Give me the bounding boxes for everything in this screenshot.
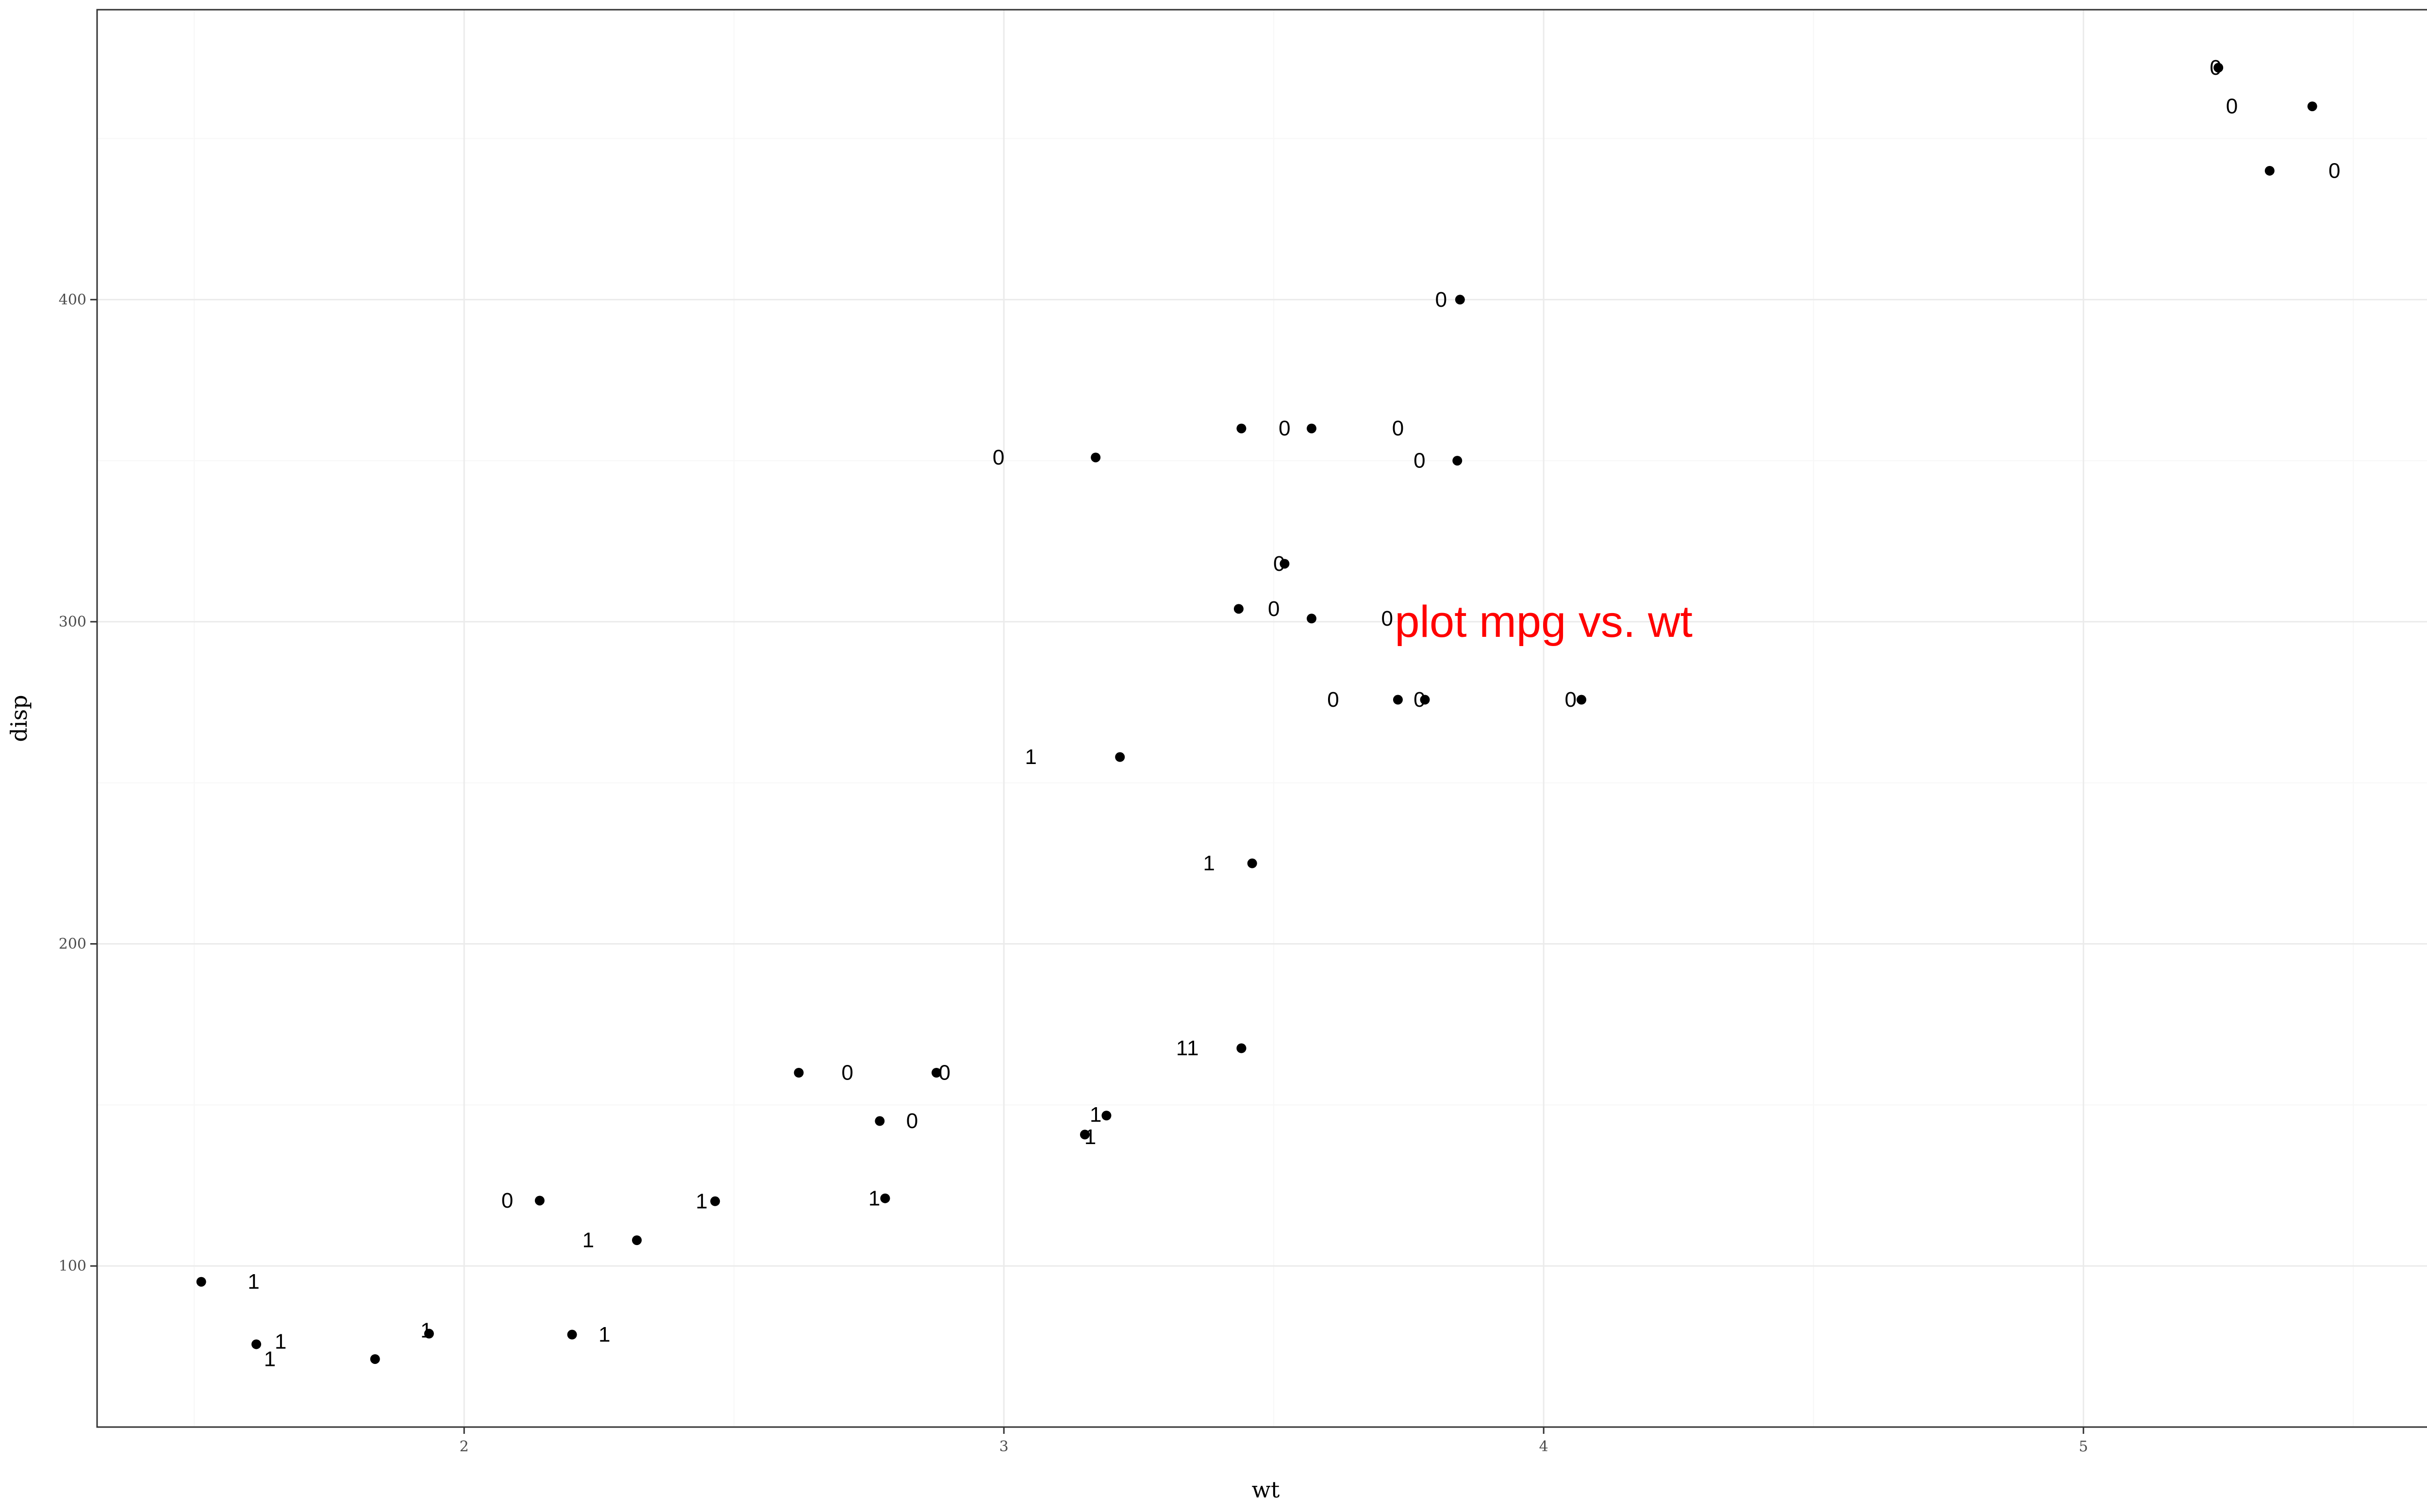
point-label: 0 (2328, 159, 2340, 183)
x-tick-label: 4 (1539, 1438, 1548, 1455)
y-tick-label: 400 (59, 291, 86, 308)
data-point (794, 1068, 804, 1078)
data-point (2264, 166, 2275, 176)
point-label: 0 (841, 1061, 853, 1085)
x-axis: 2 3 4 5 (460, 1427, 2088, 1455)
data-point (1307, 614, 1317, 624)
point-label: 0 (1273, 552, 1285, 576)
point-label: 1 (696, 1189, 707, 1213)
point-label: 0 (939, 1061, 950, 1085)
data-point (1115, 752, 1125, 762)
data-point (251, 1339, 262, 1349)
point-label: 1 (1176, 1036, 1188, 1060)
point-label: 1 (264, 1347, 276, 1371)
data-point (2307, 101, 2317, 112)
data-point (1236, 423, 1247, 433)
y-axis-title: disp (6, 695, 32, 742)
data-point (931, 1068, 942, 1078)
point-label: 1 (1025, 745, 1037, 769)
x-tick-label: 2 (460, 1438, 469, 1455)
point-label: 0 (1435, 288, 1447, 312)
data-point (534, 1196, 545, 1206)
y-tick-label: 200 (59, 936, 86, 953)
point-label: 1 (582, 1229, 594, 1252)
data-point (1455, 295, 1465, 305)
point-label: 0 (501, 1189, 513, 1213)
data-point (2213, 63, 2224, 73)
point-label: 0 (1279, 416, 1290, 440)
point-label: 1 (275, 1330, 286, 1354)
point-label: 0 (993, 446, 1004, 469)
data-point (1101, 1111, 1112, 1121)
point-label: 1 (868, 1186, 880, 1210)
point-label: 1 (1090, 1103, 1101, 1127)
data-point (196, 1277, 206, 1287)
point-label: 1 (1203, 851, 1214, 875)
point-label: 0 (1565, 688, 1577, 712)
data-point (1420, 695, 1430, 705)
data-point (1233, 604, 1244, 614)
data-point (567, 1329, 577, 1340)
y-axis: 100 200 300 400 (59, 291, 97, 1275)
data-point (1236, 1043, 1247, 1053)
data-point (1452, 456, 1463, 466)
data-point (875, 1116, 885, 1126)
annotation-text: plot mpg vs. wt (1395, 597, 1693, 647)
minor-gridlines (97, 10, 2427, 1427)
x-tick-label: 5 (2079, 1438, 2088, 1455)
plot-panel-border (96, 9, 2427, 1428)
data-point (1577, 695, 1587, 705)
point-label: 0 (1381, 607, 1393, 631)
point-label: 1 (1084, 1125, 1096, 1149)
data-point (710, 1196, 720, 1206)
data-point (1091, 452, 1101, 463)
point-label: 1 (598, 1323, 610, 1346)
data-point (880, 1193, 890, 1203)
y-tick-label: 100 (59, 1258, 86, 1275)
data-point (1247, 858, 1257, 868)
point-label: 0 (906, 1109, 918, 1133)
point-label: 1 (1187, 1036, 1198, 1060)
point-label: 0 (1327, 688, 1339, 712)
data-point (1393, 695, 1403, 705)
point-label: 0 (1413, 688, 1425, 712)
point-label: 1 (420, 1318, 432, 1342)
point-label: 0 (1413, 449, 1425, 473)
y-tick-label: 300 (59, 614, 86, 631)
x-tick-label: 3 (999, 1438, 1009, 1455)
point-label: 1 (248, 1270, 259, 1294)
point-label: 0 (1268, 597, 1280, 621)
data-point (424, 1329, 434, 1339)
data-point (1280, 559, 1290, 569)
data-point (1080, 1130, 1090, 1140)
data-points (196, 63, 2317, 1364)
data-point (370, 1354, 380, 1364)
data-point (1307, 423, 1317, 433)
point-label: 0 (2226, 95, 2238, 118)
major-gridlines (97, 10, 2427, 1427)
x-axis-title: wt (1252, 1477, 1280, 1503)
data-point (632, 1235, 642, 1246)
point-label: 0 (1392, 416, 1404, 440)
point-label: 0 (2210, 56, 2221, 80)
